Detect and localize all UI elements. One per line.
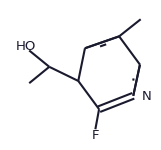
Text: HO: HO bbox=[16, 40, 36, 53]
Text: N: N bbox=[141, 90, 151, 103]
Text: F: F bbox=[92, 129, 99, 142]
